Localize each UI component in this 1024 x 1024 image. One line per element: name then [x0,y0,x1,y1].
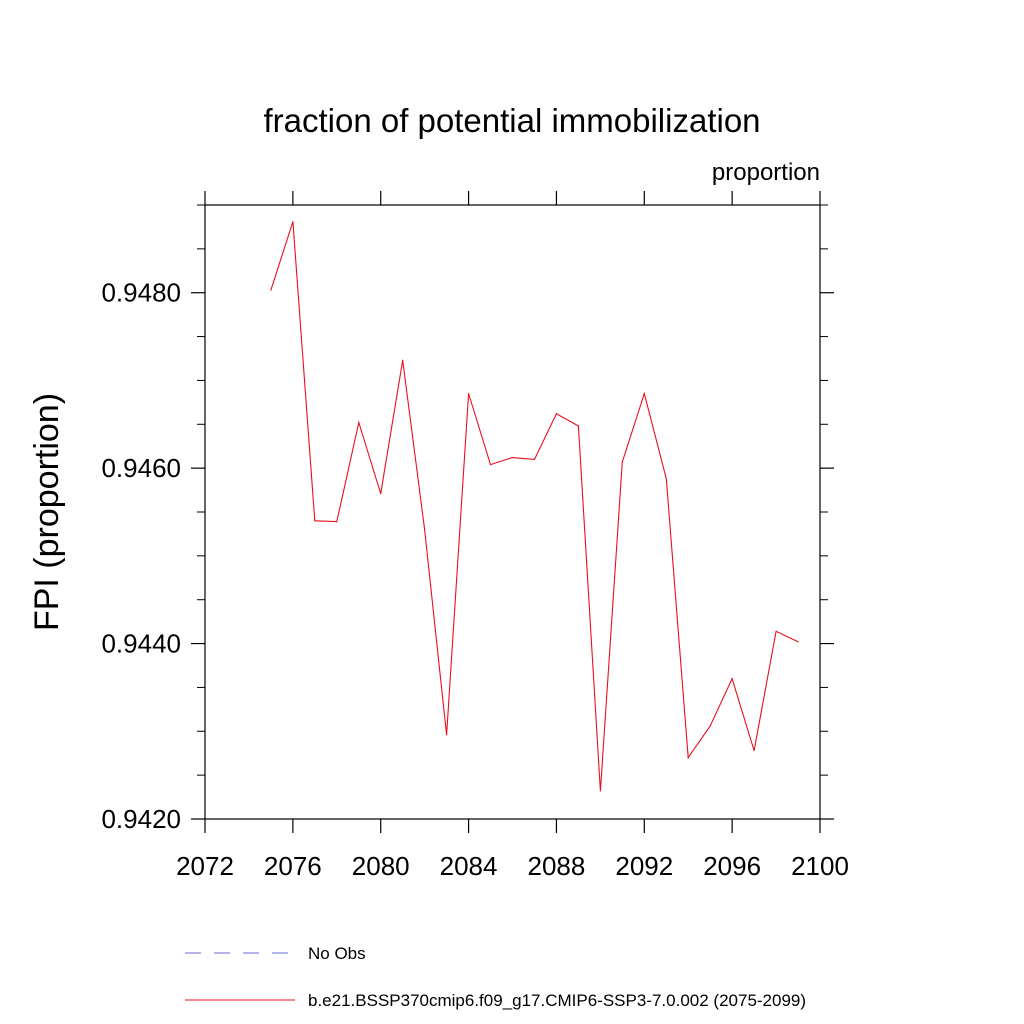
y-axis-label: FPI (proportion) [28,393,66,631]
y-tick-label: 0.9440 [101,629,181,659]
data-point [643,392,645,395]
x-tick-label: 2092 [615,851,673,881]
y-tick-label: 0.9460 [101,453,181,483]
data-point [555,413,558,415]
y-tick-label: 0.9480 [101,278,181,308]
data-point [665,478,667,480]
data-point [446,734,448,736]
data-point [511,457,514,459]
data-point [380,492,382,495]
data-point [753,749,755,752]
series-line [270,221,799,791]
x-tick-label: 2076 [264,851,322,881]
data-point [599,790,601,792]
y-axis: 0.9420 0.9440 0.9460 0.9480 [101,204,834,834]
x-tick-label: 2100 [791,851,849,881]
plot-frame [204,204,821,820]
units-label: proportion [712,159,820,186]
data-point [336,521,338,523]
data-point [402,359,404,361]
data-point [687,757,689,759]
x-tick-label: 2080 [352,851,410,881]
legend-label-model-run: b.e21.BSSP370cmip6.f09_g17.CMIP6-SSP3-7.… [308,991,806,1010]
x-tick-label: 2088 [528,851,586,881]
y-tick-label: 0.9420 [101,804,181,834]
legend: No Obs b.e21.BSSP370cmip6.f09_g17.CMIP6-… [185,944,806,1010]
series-layer [270,221,799,792]
data-point [489,464,492,466]
data-point [709,725,711,727]
data-point [797,641,799,643]
data-point [314,520,316,522]
data-point [424,528,426,531]
data-point [577,425,579,427]
legend-label-no-obs: No Obs [308,944,366,963]
data-point [533,458,536,460]
data-point [731,678,733,680]
x-tick-label: 2084 [440,851,498,881]
x-axis: 2072 2076 2080 2084 2088 2092 2096 2100 [176,191,849,881]
data-point [358,421,360,424]
data-point [621,461,623,463]
x-tick-label: 2072 [176,851,234,881]
chart-title: fraction of potential immobilization [263,102,760,139]
x-tick-label: 2096 [703,851,761,881]
data-point [292,221,294,223]
data-point [270,289,272,291]
data-point [775,630,777,632]
data-point [467,392,470,395]
